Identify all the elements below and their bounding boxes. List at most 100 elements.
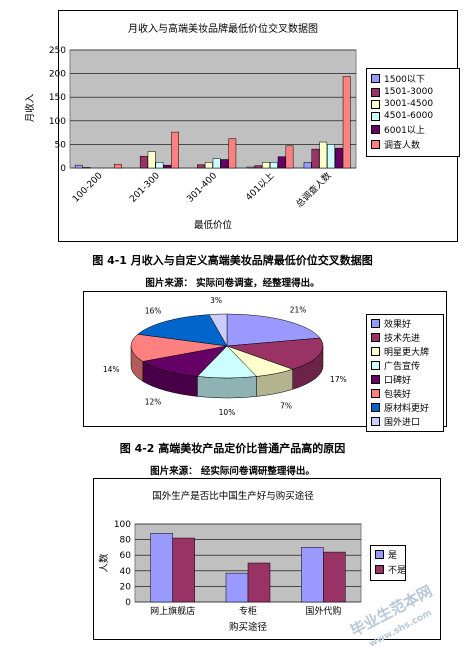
chart-1-legend-swatch — [371, 140, 380, 149]
chart-2-legend-swatch — [371, 333, 380, 342]
chart-1-bar — [285, 145, 294, 169]
chart-1-legend-item: 4501-6000 — [371, 111, 455, 121]
chart-1-legend-label: 4501-6000 — [384, 111, 434, 121]
chart-1-bar — [139, 155, 148, 169]
chart-1-bar — [277, 156, 286, 169]
chart-1-legend-label: 1500以下 — [384, 75, 425, 85]
chart-1-legend: 1500以下 1501-3000 3001-4500 4501-6000 6001以上调… — [366, 68, 460, 157]
chart-2-value-label: 17% — [330, 375, 347, 384]
chart-2-legend-label: 包装好 — [384, 390, 412, 400]
chart-3-y-label: 人数 — [98, 553, 110, 573]
chart-2-svg: 21% 17% 7% 10% 12% 14% 16% 3% — [103, 296, 347, 417]
chart-1-bar — [155, 162, 164, 169]
chart-1-legend-item: 调查人数 — [371, 138, 455, 151]
chart-1-bar — [269, 162, 278, 169]
chart-2-value-label: 16% — [145, 307, 162, 316]
chart-1-legend-label: 调查人数 — [384, 141, 421, 151]
chart-3-bar — [225, 572, 249, 603]
chart-1-x-tick: 401以上 — [244, 170, 277, 203]
chart-1-bar — [74, 164, 83, 169]
chart-2-legend-item: 国外进口 — [371, 415, 439, 428]
chart-3-bar — [247, 562, 271, 603]
chart-1-bar — [220, 159, 229, 169]
chart-2-legend-swatch — [371, 361, 380, 370]
chart-3-legend-swatch — [375, 550, 384, 559]
chart-3-legend-label: 是 — [388, 551, 398, 561]
chart-3-y-tick: 40 — [120, 567, 132, 577]
figure-1-caption: 图 4-1 月收入与自定义高端美妆品牌最低价位交叉数据图 — [92, 254, 373, 267]
chart-1-legend-swatch — [371, 99, 380, 109]
chart-2-legend-label: 国外进口 — [384, 418, 421, 428]
chart-3-legend-label: 不是 — [388, 566, 407, 576]
chart-2-slice — [130, 333, 228, 362]
chart-3-bar — [301, 547, 324, 603]
chart-2-slice — [226, 337, 324, 370]
chart-3-y-tick: 20 — [120, 582, 132, 592]
chart-2-legend-item: 明星更大牌 — [371, 345, 439, 358]
chart-2-legend-item: 效果好 — [371, 317, 439, 330]
chart-2-legend-swatch — [371, 319, 380, 328]
chart-3-legend-item: 不是 — [375, 563, 406, 576]
chart-1-legend-label: 6001以上 — [384, 126, 425, 136]
chart-3-y-tick: 0 — [125, 598, 131, 608]
chart-1-legend-swatch — [371, 74, 380, 83]
chart-2-legend-item: 广告宣传 — [371, 359, 439, 372]
chart-1-plot-area — [69, 49, 357, 169]
chart-1-bar — [113, 163, 122, 169]
chart-1-x-tick: 301-400 — [185, 171, 219, 205]
chart-1-bar — [334, 147, 343, 169]
chart-2-slice — [208, 313, 228, 347]
chart-2-slice-side — [197, 376, 257, 399]
chart-2-legend-label: 效果好 — [384, 320, 412, 330]
chart-2-legend-swatch — [371, 417, 380, 426]
chart-3-bar — [172, 537, 195, 603]
chart-1-svg: 0 50 100 150 200 250 100-200 201-300 301-400 401以… — [24, 46, 357, 231]
chart-1-x-tick: 201-300 — [128, 171, 162, 205]
chart-2-legend-item: 技术先进 — [371, 331, 439, 344]
chart-1-bar — [303, 162, 312, 169]
chart-1-bar — [342, 76, 351, 169]
chart-3-legend: 是不是 — [370, 545, 406, 581]
chart-1-x-label: 最低价位 — [194, 219, 233, 231]
chart-2-value-label: 10% — [219, 408, 236, 417]
chart-1-bar — [311, 148, 320, 169]
chart-1-bar — [212, 158, 221, 169]
chart-2-legend-swatch — [371, 389, 380, 398]
chart-3-y-tick: 60 — [120, 551, 132, 561]
chart-1-x-tick: 总调查人数 — [293, 170, 333, 210]
chart-1-legend-item: 1501-3000 — [371, 87, 455, 97]
chart-1-bar — [197, 164, 205, 169]
chart-1-legend-item: 3001-4500 — [371, 99, 455, 109]
chart-3-x-label: 购买途径 — [229, 621, 268, 633]
chart-1-bar — [171, 131, 180, 169]
chart-1-legend-label: 3001-4500 — [384, 99, 434, 109]
chart-1-bar — [228, 138, 237, 169]
chart-2-legend-item: 原材料更好 — [371, 401, 439, 414]
chart-2-legend-item: 口碑好 — [371, 373, 439, 386]
chart-2-legend-swatch — [371, 403, 380, 412]
chart-3-y-tick: 100 — [114, 520, 131, 530]
chart-1-y-tick: 200 — [49, 70, 66, 80]
chart-2-slice — [137, 314, 228, 347]
chart-2-value-label: 21% — [290, 306, 307, 315]
chart-2-legend-label: 技术先进 — [384, 334, 421, 344]
chart-1-legend-swatch — [371, 125, 380, 134]
chart-3-legend-item: 是 — [375, 548, 401, 561]
chart-1-y-label: 月收入 — [24, 93, 36, 122]
chart-1-title: 月收入与高端美妆品牌最低价位交叉数据图 — [128, 24, 318, 35]
chart-1-bar — [319, 141, 328, 169]
chart-3-bar — [150, 533, 173, 603]
chart-1-bar — [327, 144, 335, 169]
chart-3-legend-swatch — [375, 565, 384, 574]
chart-3-title: 国外生产是否比中国生产好与购买途径 — [152, 491, 314, 502]
chart-1-legend-item: 6001以上 — [371, 123, 455, 136]
chart-1-y-tick: 50 — [55, 140, 67, 150]
chart-2-value-label: 14% — [103, 365, 120, 374]
chart-1-x-tick: 100-200 — [71, 171, 105, 205]
chart-1-y-tick: 250 — [49, 46, 66, 56]
chart-1-legend-label: 1501-3000 — [384, 87, 434, 97]
chart-1-y-tick: 100 — [49, 117, 66, 127]
chart-3-x-tick: 国外代购 — [305, 605, 341, 617]
chart-2-legend-label: 明星更大牌 — [384, 348, 430, 358]
